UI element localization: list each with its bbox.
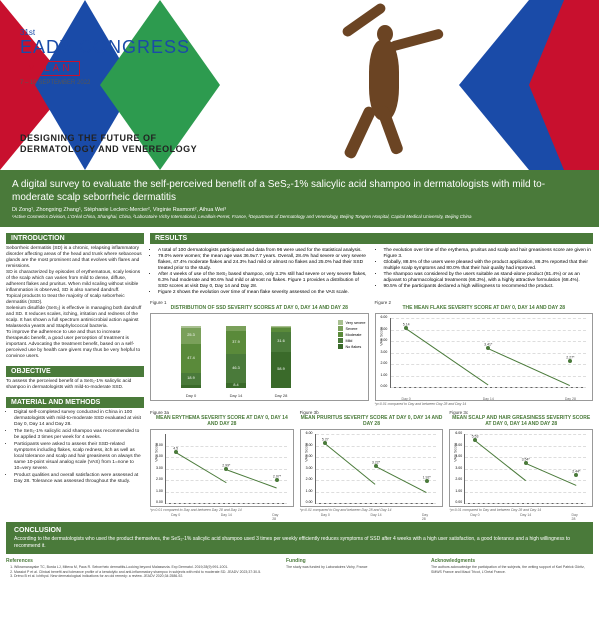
list-item: The evolution over time of the erythema,…: [384, 248, 594, 260]
line-chart: 0.001.002.003.004.005.006.005.273.22*1.9…: [300, 429, 444, 507]
intro-body: Seborrheic dermatitis (SD) is a chronic,…: [6, 244, 144, 362]
edition: 31st: [20, 28, 190, 37]
list-item: 79.0% were women; the mean age was 36.9±…: [158, 254, 368, 272]
list-item: The SeS₂-1% salicylic acid shampoo was r…: [14, 429, 144, 441]
list-item: 90.5% of the participants declared a hig…: [384, 284, 594, 290]
content: INTRODUCTION Seborrheic dermatitis (SD) …: [0, 227, 599, 518]
section-heading: CONCLUSION: [14, 527, 585, 534]
footer: References Wikramanayake TC, Borda LJ, M…: [0, 554, 599, 584]
methods-section: MATERIAL AND METHODS Digital self-comple…: [6, 397, 144, 488]
list-item: Participants were asked to assess their …: [14, 442, 144, 472]
results-left: A total of 100 dermatologists participat…: [150, 248, 368, 296]
list-item: Digital self-completed survey conducted …: [14, 410, 144, 428]
section-heading: RESULTS: [150, 233, 593, 244]
list-item: After 4 weeks of use of the SeS₂ based s…: [158, 272, 368, 290]
results-text: A total of 100 dermatologists participat…: [150, 248, 593, 296]
section-heading: MATERIAL AND METHODS: [6, 397, 144, 408]
figure-3a: Figure 3a MEAN ERYTHEMA SEVERITY SCORE A…: [150, 410, 294, 512]
date: 7 – 10 SEPTEMBER 2022: [20, 80, 190, 86]
conclusion: CONCLUSION According to the dermatologis…: [6, 522, 593, 554]
figure-1: Figure 1 DISTRIBUTION OF SSD SEVERITY SC…: [150, 300, 369, 407]
methods-body: Digital self-completed survey conducted …: [6, 408, 144, 488]
affiliations: ¹Active Cosmetics Division, L'Oréal Chin…: [12, 214, 587, 219]
dancer-figure: [309, 10, 489, 160]
line-chart: 0.001.002.003.004.005.006.005.533.54*2.4…: [449, 429, 593, 507]
methods-list: Digital self-completed survey conducted …: [6, 410, 144, 485]
figure-3b: Figure 3b MEAN PRURITUS SEVERITY SCORE A…: [300, 410, 444, 512]
references: References Wikramanayake TC, Borda LJ, M…: [6, 558, 276, 578]
results-right: The evolution over time of the erythema,…: [376, 248, 594, 290]
line-chart: 0.001.002.003.004.005.006.005.143.41*2.2…: [375, 313, 594, 401]
figure-row-2: Figure 3a MEAN ERYTHEMA SEVERITY SCORE A…: [150, 410, 593, 512]
list-item: Product qualities and overall satisfacti…: [14, 473, 144, 485]
section-heading: INTRODUCTION: [6, 233, 144, 244]
figure-row-1: Figure 1 DISTRIBUTION OF SSD SEVERITY SC…: [150, 300, 593, 407]
poster-title: A digital survey to evaluate the self-pe…: [12, 178, 587, 204]
list-item: Globally, 88.5% of the users were please…: [384, 260, 594, 272]
figure-2: Figure 2 THE MEAN FLAKE SEVERITY SCORE A…: [375, 300, 594, 407]
authors: Di Zong¹, Zhongxing Zhang¹, Stéphanie Le…: [12, 207, 587, 213]
list-item: The shampoo was considered by the users …: [384, 272, 594, 284]
header: 31st EADV CONGRESS MILAN 7 – 10 SEPTEMBE…: [0, 0, 599, 170]
poster: 31st EADV CONGRESS MILAN 7 – 10 SEPTEMBE…: [0, 0, 599, 584]
conclusion-body: According to the dermatologists who used…: [14, 536, 585, 549]
brand: EADV CONGRESS: [20, 37, 190, 58]
funding: Funding The study was funded by Laborato…: [286, 558, 421, 578]
objective-body: To assess the perceived benefit of a SeS…: [6, 377, 144, 393]
left-column: INTRODUCTION Seborrheic dermatitis (SD) …: [6, 233, 144, 512]
intro-section: INTRODUCTION Seborrheic dermatitis (SD) …: [6, 233, 144, 362]
section-heading: OBJECTIVE: [6, 366, 144, 377]
line-chart: 0.001.002.003.004.005.004.52.99*2.07*Day…: [150, 429, 294, 507]
congress-logo: 31st EADV CONGRESS MILAN 7 – 10 SEPTEMBE…: [20, 28, 190, 86]
stacked-bar-chart: 25.347.418.9Day 037.946.38.4Day 1431.658…: [150, 313, 369, 401]
city: MILAN: [20, 61, 80, 76]
title-bar: A digital survey to evaluate the self-pe…: [0, 170, 599, 227]
list-item: Dréno B et al. Ichthyol. New dermatologi…: [14, 574, 276, 578]
refs-list: Wikramanayake TC, Borda LJ, Miteva M, Pa…: [6, 565, 276, 578]
right-column: RESULTS A total of 100 dermatologists pa…: [150, 233, 593, 512]
tagline: DESIGNING THE FUTURE OFDERMATOLOGY AND V…: [20, 133, 197, 156]
list-item: Figure 2 shows the evolution over time o…: [158, 290, 368, 296]
figure-3c: Figure 3c MEAN SCALP AND HAIR GREASINESS…: [449, 410, 593, 512]
acknowledgments: Acknowledgments The authors acknowledge …: [431, 558, 593, 578]
objective-section: OBJECTIVE To assess the perceived benefi…: [6, 366, 144, 393]
